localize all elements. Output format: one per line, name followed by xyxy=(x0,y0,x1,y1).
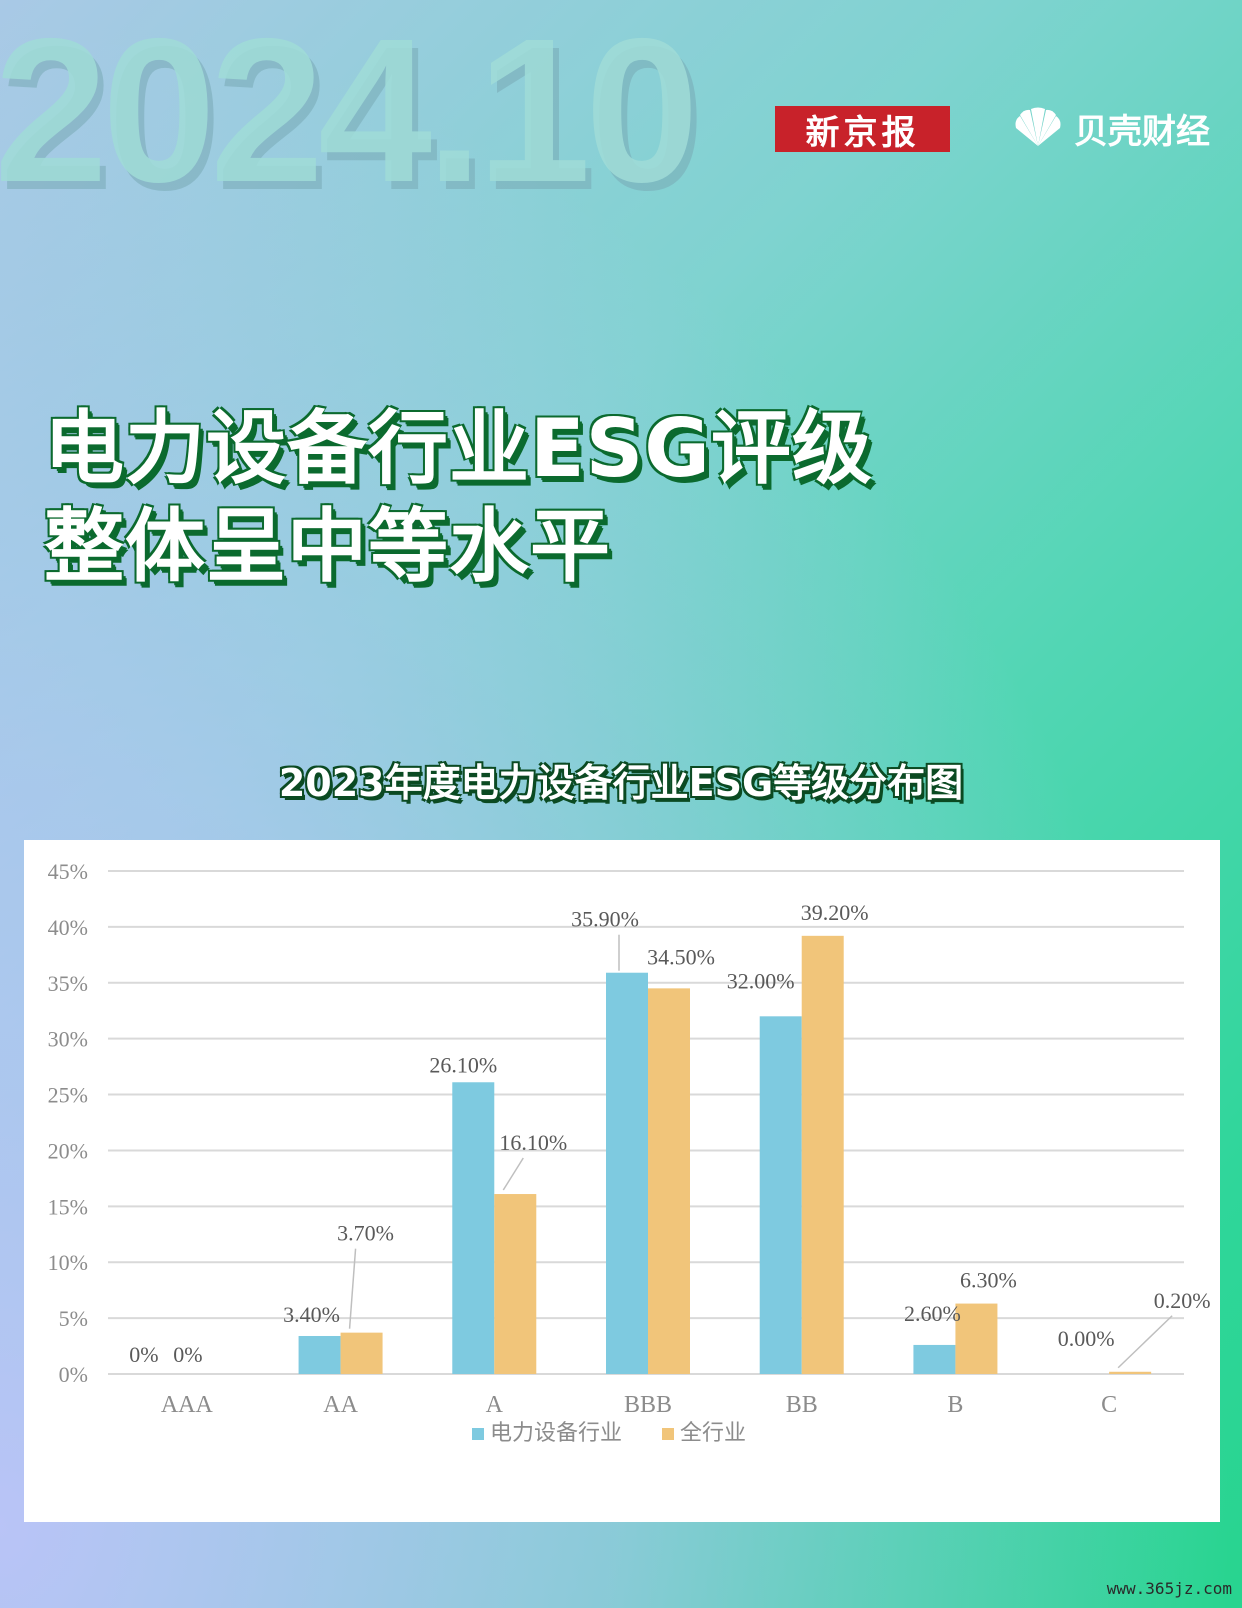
bar-全行业 xyxy=(1109,1371,1152,1374)
beike-caijing-logo: 贝壳财经 xyxy=(1010,102,1210,154)
x-tick-label: BBB xyxy=(624,1392,672,1418)
bar-电力设备行业 xyxy=(606,972,648,1374)
legend-label: 电力设备行业 xyxy=(490,1421,622,1446)
bar-全行业 xyxy=(494,1194,537,1374)
beike-caijing-text: 贝壳财经 xyxy=(1074,111,1210,152)
bar-chart: 0%5%10%15%20%25%30%35%40%45%0% 0%AAA3.40%… xyxy=(48,859,1211,1446)
x-tick-label: AAA xyxy=(161,1392,214,1418)
shell-icon xyxy=(1015,107,1061,146)
leader-line xyxy=(502,1157,524,1191)
x-tick-label: C xyxy=(1101,1392,1117,1418)
y-tick-label: 20% xyxy=(48,1138,88,1163)
bar-全行业 xyxy=(801,935,844,1374)
x-tick-label: BB xyxy=(786,1392,818,1418)
leader-line xyxy=(348,1248,357,1329)
data-label: 6.30% xyxy=(960,1268,1017,1293)
y-tick-label: 15% xyxy=(48,1194,88,1219)
data-label: 0% xyxy=(129,1342,158,1367)
bar-电力设备行业 xyxy=(298,1335,341,1374)
xinjingbao-logo: 新京报 xyxy=(775,106,950,153)
data-label: 32.00% xyxy=(727,968,795,993)
data-label: 3.40% xyxy=(283,1302,340,1327)
chart-card: 0% 5% 10% 15% 20% 25% 30% 35% 40% 45% 0% 0% AAA 3.40%… xyxy=(24,840,1220,1522)
data-label: 3.70% xyxy=(337,1221,394,1246)
data-label: 0.20% xyxy=(1154,1288,1211,1313)
chart-heading: 2023年度电力设备行业ESG等级分布图 xyxy=(278,761,964,805)
bar-全行业 xyxy=(648,988,690,1374)
data-label: 34.50% xyxy=(647,944,715,969)
site-watermark: www.365jz.com xyxy=(1106,1579,1232,1598)
y-tick-label: 10% xyxy=(48,1250,88,1275)
data-label: 35.90% xyxy=(571,907,639,932)
y-tick-label: 5% xyxy=(59,1306,88,1331)
y-tick-label: 40% xyxy=(48,915,88,940)
leader-line xyxy=(1117,1315,1173,1369)
legend-swatch-series2 xyxy=(662,1428,674,1440)
legend-swatch-series1 xyxy=(472,1428,484,1440)
y-tick-label: 30% xyxy=(48,1027,88,1052)
x-tick-label: B xyxy=(947,1392,963,1418)
y-tick-label: 25% xyxy=(48,1083,88,1108)
data-label: 16.10% xyxy=(499,1130,567,1155)
x-tick-label: A xyxy=(486,1392,504,1418)
data-label: 0% xyxy=(173,1342,202,1367)
bar-电力设备行业 xyxy=(759,1016,802,1374)
data-label: 26.10% xyxy=(429,1052,497,1077)
bar-电力设备行业 xyxy=(913,1344,956,1374)
data-label: 2.60% xyxy=(904,1301,961,1326)
x-tick-label: AA xyxy=(323,1392,358,1418)
bar-全行业 xyxy=(955,1303,998,1374)
data-label: 0.00% xyxy=(1058,1326,1115,1351)
bar-电力设备行业 xyxy=(452,1082,495,1374)
date-watermark: 2024.10 xyxy=(0,0,699,225)
headline-line-1: 电力设备行业ESG评级 xyxy=(44,402,873,495)
y-tick-label: 45% xyxy=(48,859,88,884)
y-tick-label: 35% xyxy=(48,971,88,996)
headline-line-2: 整体呈中等水平 xyxy=(44,500,611,593)
data-label: 39.20% xyxy=(801,900,869,925)
legend-label: 全行业 xyxy=(680,1421,746,1446)
y-tick-label: 0% xyxy=(59,1362,88,1387)
headline: 电力设备行业ESG评级 整体呈中等水平 xyxy=(44,400,873,596)
bar-全行业 xyxy=(340,1332,383,1374)
